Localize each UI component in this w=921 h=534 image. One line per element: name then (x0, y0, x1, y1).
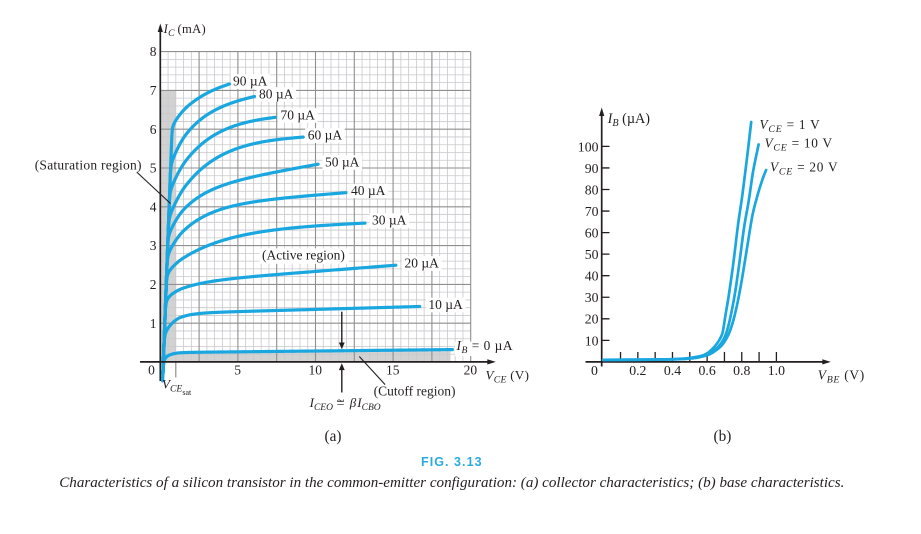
svg-text:1: 1 (150, 316, 157, 331)
svg-text:FIG. 3.13: FIG. 3.13 (421, 455, 483, 469)
svg-text:4: 4 (150, 199, 157, 214)
svg-text:20: 20 (464, 363, 478, 378)
svg-text:40 µA: 40 µA (351, 183, 386, 198)
svg-text:VCE (V): VCE (V) (486, 368, 530, 386)
svg-text:VCE = 1 V: VCE = 1 V (760, 117, 821, 135)
svg-text:IB = 0 µA: IB = 0 µA (456, 338, 514, 356)
svg-text:0.6: 0.6 (698, 363, 715, 378)
svg-text:90: 90 (585, 161, 599, 176)
svg-text:VCE = 20 V: VCE = 20 V (770, 160, 838, 178)
svg-text:6: 6 (150, 122, 157, 137)
svg-text:VCE = 10 V: VCE = 10 V (765, 135, 833, 153)
svg-text:0.8: 0.8 (733, 363, 750, 378)
svg-text:~: ~ (337, 394, 345, 409)
svg-text:50 µA: 50 µA (325, 155, 360, 170)
svg-text:VCEsat: VCEsat (162, 377, 192, 398)
svg-text:10: 10 (308, 363, 322, 378)
svg-text:0.2: 0.2 (629, 363, 646, 378)
svg-text:8: 8 (150, 44, 157, 59)
svg-text:IC (mA): IC (mA) (163, 22, 206, 39)
svg-text:60: 60 (585, 226, 599, 241)
svg-text:15: 15 (386, 363, 400, 378)
svg-text:(a): (a) (325, 428, 342, 445)
svg-text:30 µA: 30 µA (372, 213, 407, 228)
svg-text:IB (µA): IB (µA) (607, 111, 651, 129)
svg-text:VBE (V): VBE (V) (818, 368, 865, 386)
svg-text:0.4: 0.4 (664, 363, 681, 378)
svg-text:0: 0 (148, 363, 155, 378)
svg-text:50: 50 (585, 247, 599, 262)
svg-text:ICEO: ICEO (309, 395, 333, 413)
svg-text:1.0: 1.0 (768, 363, 785, 378)
svg-text:3: 3 (150, 238, 157, 253)
svg-text:70 µA: 70 µA (281, 108, 316, 123)
svg-text:40: 40 (585, 269, 599, 284)
svg-text:5: 5 (150, 161, 157, 176)
svg-text:2: 2 (150, 277, 157, 292)
svg-text:80 µA: 80 µA (259, 87, 294, 102)
svg-text:20: 20 (585, 312, 599, 327)
svg-text:(Cutoff region): (Cutoff region) (374, 383, 456, 398)
svg-text:5: 5 (234, 363, 241, 378)
svg-text:10 µA: 10 µA (428, 297, 463, 312)
svg-text:100: 100 (578, 139, 599, 154)
svg-text:90 µA: 90 µA (233, 74, 268, 89)
svg-text:7: 7 (150, 83, 157, 98)
svg-text:=: = (337, 397, 345, 412)
svg-text:(Saturation region): (Saturation region) (35, 157, 142, 172)
svg-text:10: 10 (585, 333, 599, 348)
svg-text:20 µA: 20 µA (405, 256, 440, 271)
svg-text:(b): (b) (713, 428, 731, 445)
svg-text:30: 30 (585, 290, 599, 305)
svg-text:80: 80 (585, 182, 599, 197)
svg-text:(Active region): (Active region) (262, 248, 345, 263)
svg-text:βICBO: βICBO (349, 395, 381, 413)
svg-text:70: 70 (585, 204, 599, 219)
svg-text:Characteristics of a silicon t: Characteristics of a silicon transistor … (59, 475, 844, 491)
svg-text:0: 0 (591, 363, 598, 378)
svg-text:60 µA: 60 µA (308, 128, 343, 143)
